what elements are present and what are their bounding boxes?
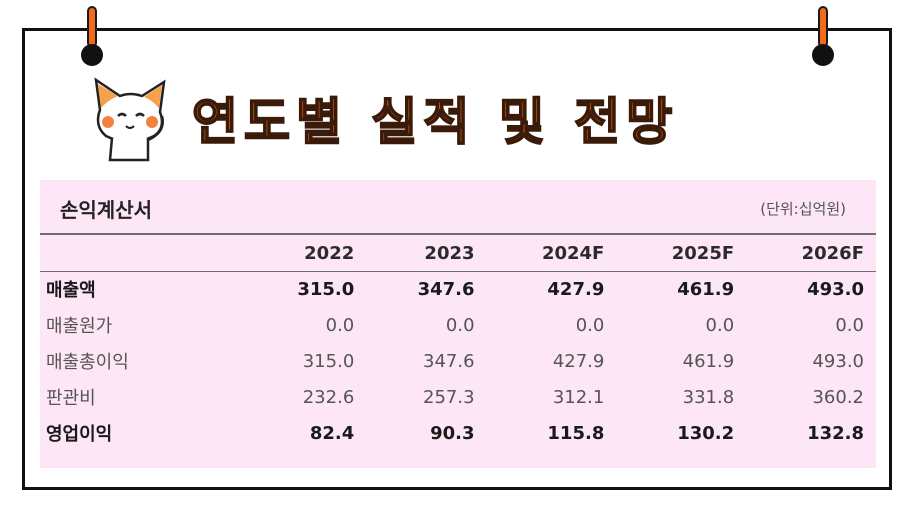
page-title: 연도별 실적 및 전망 bbox=[191, 92, 679, 152]
table-cell: 0.0 bbox=[445, 314, 475, 336]
table-cell: 130.2 bbox=[677, 422, 735, 444]
unit-label: (단위:십억원) bbox=[760, 200, 846, 218]
table-cell: 257.3 bbox=[423, 386, 475, 408]
row-label: 매출액 bbox=[46, 280, 96, 301]
header-cell: 2025F bbox=[671, 242, 735, 264]
table-cell: 461.9 bbox=[677, 278, 735, 300]
table-cell: 115.8 bbox=[547, 422, 605, 444]
divider bbox=[40, 271, 876, 272]
table-cell: 347.6 bbox=[417, 278, 475, 300]
income-table: 2022 2023 2024F 2025F 2026F 매출액 315.0 34… bbox=[40, 235, 876, 451]
table-row: 매출원가 0.0 0.0 0.0 0.0 0.0 bbox=[40, 307, 876, 343]
table-cell: 315.0 bbox=[302, 350, 355, 372]
table-cell: 0.0 bbox=[835, 314, 864, 336]
table-cell: 82.4 bbox=[309, 422, 355, 444]
table-header-row: 2022 2023 2024F 2025F 2026F bbox=[40, 235, 876, 271]
table-cell: 0.0 bbox=[705, 314, 735, 336]
table-cell: 0.0 bbox=[325, 314, 355, 336]
table-cell: 312.1 bbox=[552, 386, 605, 408]
row-label: 매출총이익 bbox=[46, 352, 129, 373]
table-cell: 347.6 bbox=[423, 350, 475, 372]
table-cell: 461.9 bbox=[682, 350, 735, 372]
row-label: 매출원가 bbox=[46, 316, 113, 337]
table-cell: 0.0 bbox=[575, 314, 605, 336]
table-cell: 427.9 bbox=[552, 350, 605, 372]
pin-icon bbox=[80, 6, 104, 66]
table-row: 매출총이익 315.0 347.6 427.9 461.9 493.0 bbox=[40, 343, 876, 379]
table-row: 판관비 232.6 257.3 312.1 331.8 360.2 bbox=[40, 379, 876, 415]
income-statement-panel: 손익계산서 (단위:십억원) 2022 2023 2024F 2025F 202… bbox=[40, 180, 876, 468]
panel-title: 손익계산서 bbox=[60, 198, 152, 222]
table-row: 매출액 315.0 347.6 427.9 461.9 493.0 bbox=[40, 271, 876, 307]
table-cell: 232.6 bbox=[302, 386, 355, 408]
divider bbox=[40, 233, 876, 235]
header-cell: 2024F bbox=[541, 242, 605, 264]
row-label: 판관비 bbox=[46, 388, 96, 409]
header-cell: 2022 bbox=[304, 242, 355, 264]
pin-icon bbox=[811, 6, 835, 66]
header-cell bbox=[40, 235, 246, 271]
table-row: 영업이익 82.4 90.3 115.8 130.2 132.8 bbox=[40, 415, 876, 451]
header-cell: 2023 bbox=[424, 242, 475, 264]
table-cell: 90.3 bbox=[430, 422, 475, 444]
table-cell: 427.9 bbox=[547, 278, 605, 300]
table-cell: 493.0 bbox=[812, 350, 864, 372]
table-cell: 132.8 bbox=[807, 422, 864, 444]
table-cell: 331.8 bbox=[682, 386, 735, 408]
table-cell: 360.2 bbox=[812, 386, 864, 408]
row-label: 영업이익 bbox=[46, 424, 113, 445]
table-cell: 493.0 bbox=[807, 278, 864, 300]
header-cell: 2026F bbox=[801, 242, 864, 264]
cat-mascot-icon bbox=[94, 77, 166, 162]
table-cell: 315.0 bbox=[297, 278, 355, 300]
